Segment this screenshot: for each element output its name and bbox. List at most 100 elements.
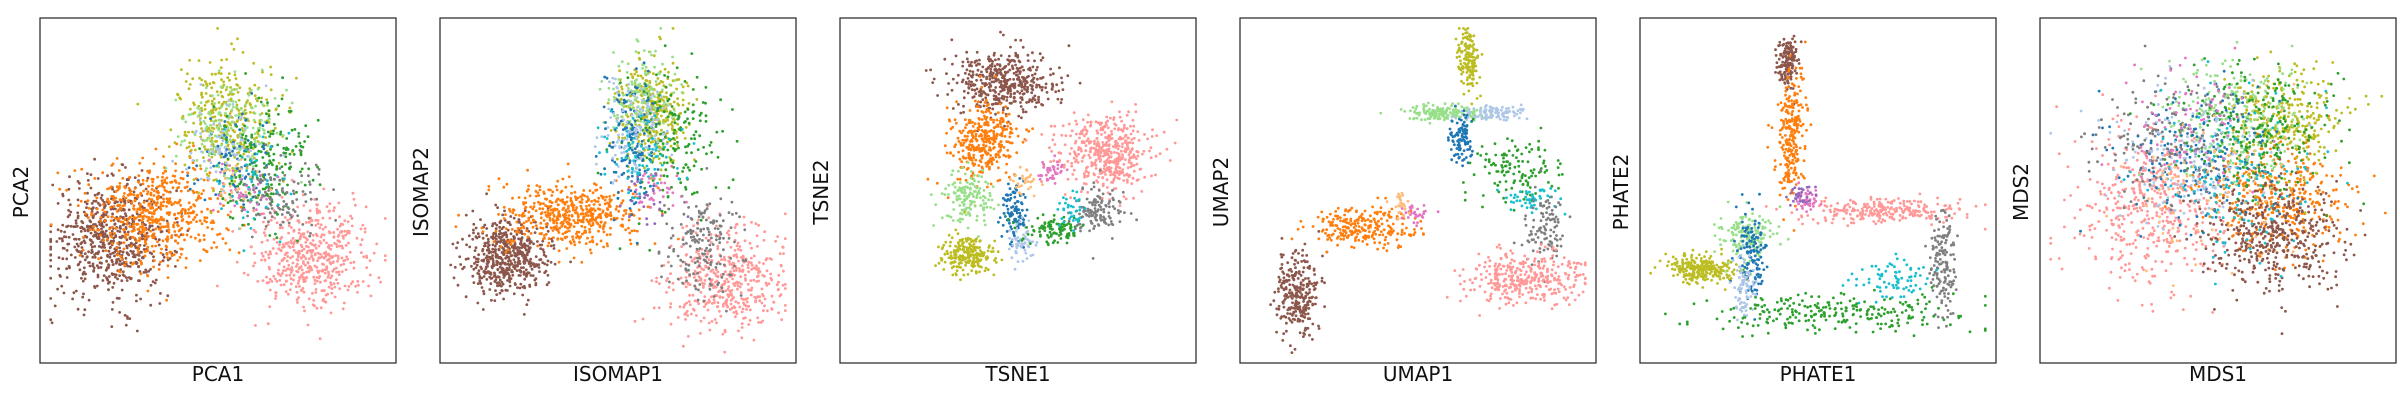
scatter-point [249, 175, 252, 179]
scatter-point [620, 115, 623, 118]
scatter-point [203, 216, 207, 220]
scatter-point [292, 248, 296, 252]
scatter-point [147, 197, 151, 201]
scatter-point [127, 217, 131, 221]
scatter-point [136, 215, 140, 218]
scatter-point [186, 211, 190, 215]
scatter-point [126, 233, 130, 237]
scatter-point [494, 229, 498, 233]
scatter-point [736, 241, 740, 245]
scatter-point [698, 261, 702, 265]
scatter-point [222, 80, 226, 84]
scatter-point [315, 207, 319, 211]
scatter-point [748, 319, 752, 322]
scatter-point [653, 65, 656, 69]
scatter-point [346, 257, 349, 261]
scatter-point [284, 251, 288, 255]
scatter-point [703, 295, 707, 298]
scatter-point [247, 191, 251, 195]
scatter-point [148, 221, 152, 225]
scatter-point [531, 207, 535, 211]
scatter-point [727, 236, 731, 240]
scatter-point [210, 86, 214, 90]
scatter-point [115, 258, 119, 262]
scatter-point [173, 230, 177, 233]
scatter-point [673, 109, 676, 112]
scatter-point [587, 197, 590, 201]
scatter-point [135, 210, 139, 214]
scatter-point [668, 83, 672, 87]
scatter-point [519, 226, 523, 230]
scatter-point [636, 74, 640, 78]
scatter-point [478, 277, 482, 280]
scatter-point [612, 216, 616, 220]
scatter-point [520, 232, 524, 236]
scatter-point [150, 224, 154, 228]
scatter-point [532, 205, 536, 209]
scatter-point [705, 255, 708, 259]
scatter-point [252, 61, 256, 65]
scatter-point [606, 244, 609, 248]
scatter-point [152, 232, 156, 236]
scatter-point [146, 235, 150, 239]
scatter-point [124, 212, 127, 216]
scatter-point [203, 145, 206, 149]
scatter-point [518, 268, 521, 272]
scatter-point [671, 281, 675, 285]
scatter-point [230, 191, 234, 194]
scatter-point [112, 272, 116, 276]
scatter-point [144, 270, 148, 274]
scatter-point [136, 248, 140, 252]
scatter-point [474, 266, 478, 270]
scatter-point [105, 223, 108, 227]
scatter-point [113, 222, 117, 226]
scatter-point [170, 234, 174, 237]
scatter-point [485, 234, 489, 237]
scatter-point [327, 270, 330, 274]
scatter-point [259, 174, 263, 177]
scatter-point [656, 77, 660, 80]
scatter-point [275, 236, 279, 240]
scatter-point [531, 274, 535, 277]
scatter-point [672, 288, 675, 292]
scatter-point [338, 215, 341, 219]
scatter-point [184, 212, 187, 215]
scatter-point [647, 91, 651, 95]
scatter-point [58, 187, 62, 191]
scatter-point [106, 197, 110, 201]
scatter-point [302, 247, 306, 251]
scatter-point [528, 285, 532, 288]
scatter-point [544, 197, 547, 201]
scatter-point [624, 212, 628, 215]
scatter-point [552, 215, 556, 218]
scatter-point [255, 213, 258, 217]
scatter-point [196, 178, 200, 182]
scatter-point [291, 261, 295, 265]
cluster-gray [231, 143, 337, 239]
scatter-point [579, 204, 583, 208]
scatter-point [688, 293, 691, 297]
scatter-point [266, 130, 270, 134]
scatter-point [274, 297, 277, 300]
scatter-point [760, 287, 764, 291]
scatter-point [777, 288, 780, 291]
scatter-point [255, 152, 259, 156]
scatter-point [644, 114, 648, 118]
scatter-point [648, 50, 652, 54]
scatter-point [324, 252, 328, 256]
scatter-point [165, 205, 168, 208]
scatter-point [584, 231, 588, 234]
scatter-point [308, 264, 312, 268]
scatter-point [499, 284, 503, 288]
scatter-point [277, 161, 281, 165]
scatter-point [220, 94, 224, 98]
scatter-point [480, 276, 484, 280]
scatter-point [494, 252, 498, 256]
scatter-point [163, 180, 167, 184]
scatter-point [470, 264, 473, 268]
scatter-point [556, 218, 560, 221]
scatter-point [83, 252, 87, 256]
scatter-point [205, 167, 208, 170]
scatter-point [724, 289, 728, 293]
scatter-point [269, 132, 273, 136]
